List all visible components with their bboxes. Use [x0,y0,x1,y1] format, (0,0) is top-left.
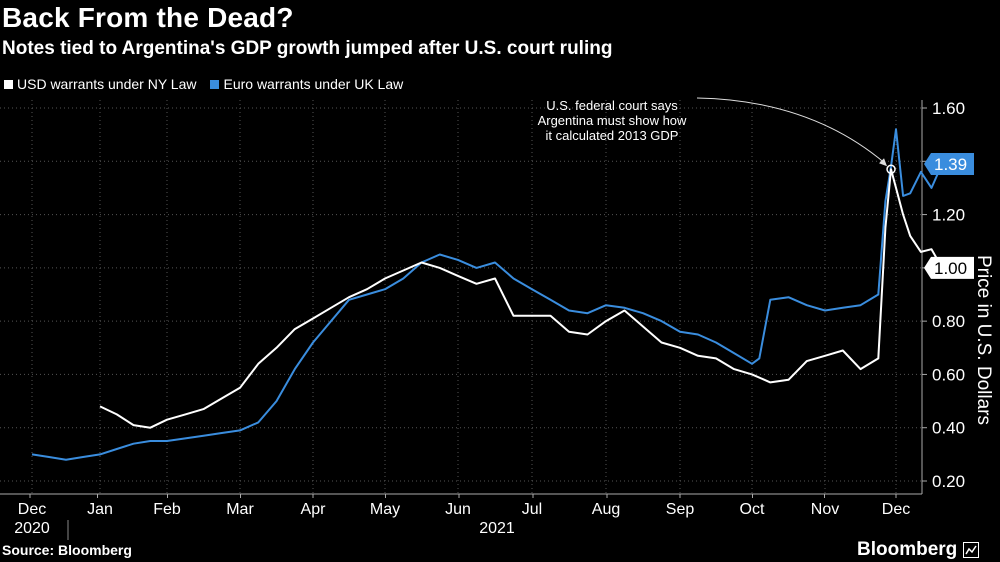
x-tick-label: Nov [811,501,839,518]
legend-label-euro: Euro warrants under UK Law [223,76,404,92]
y-axis-label: Price in U.S. Dollars [973,255,994,425]
legend-item-usd: USD warrants under NY Law [4,76,196,92]
x-tick-label: Sep [666,501,695,518]
chart-subtitle: Notes tied to Argentina's GDP growth jum… [2,38,613,59]
x-tick-label: Oct [740,501,765,518]
last-value-label: 1.39 [934,155,967,174]
x-year-label: 2020 [14,520,50,537]
annotation-arrow [696,97,886,164]
y-tick-label: 0.20 [932,472,965,491]
source-note: Source: Bloomberg [2,542,132,558]
x-tick-label: Dec [882,501,910,518]
y-tick-label: 0.80 [932,312,965,331]
y-tick-label: 1.20 [932,206,965,225]
x-tick-label: Apr [301,501,327,518]
annotation-text: it calculated 2013 GDP [546,128,679,143]
last-value-label: 1.00 [934,259,967,278]
last-value-badge-euro: 1.39 [924,152,974,175]
series-line-euro [31,128,944,461]
legend-swatch-usd [4,79,13,89]
legend-label-usd: USD warrants under NY Law [17,76,197,92]
x-tick-label: Dec [18,501,46,518]
brand-name: Bloomberg [857,539,958,560]
x-tick-label: Jan [87,501,113,518]
x-tick-label: Mar [226,501,254,518]
series-line-usd [99,168,943,429]
legend-item-euro: Euro warrants under UK Law [210,76,403,92]
legend: USD warrants under NY Law Euro warrants … [4,76,403,92]
legend-swatch-euro [210,79,220,89]
x-year-label: 2021 [479,520,515,537]
y-tick-label: 0.60 [932,365,965,384]
y-tick-label: 0.40 [932,419,965,438]
last-value-badge-bg [924,256,974,279]
last-value-badge-usd: 1.00 [924,256,974,279]
annotation-text: Argentina must show how [538,113,687,128]
x-tick-label: Aug [592,501,620,518]
last-value-badge-bg [924,152,974,175]
x-tick-label: May [370,501,400,518]
brand-logo: Bloomberg [857,539,980,561]
annotation-arrowhead [879,158,888,167]
chart-title: Back From the Dead? [2,2,294,33]
annotation-text: U.S. federal court says [546,98,678,113]
y-tick-label: 1.60 [932,99,965,118]
x-tick-label: Jun [445,501,471,518]
chart-icon [963,542,980,558]
annotation-marker [886,164,896,175]
x-tick-label: Jul [522,501,542,518]
x-tick-label: Feb [153,501,181,518]
